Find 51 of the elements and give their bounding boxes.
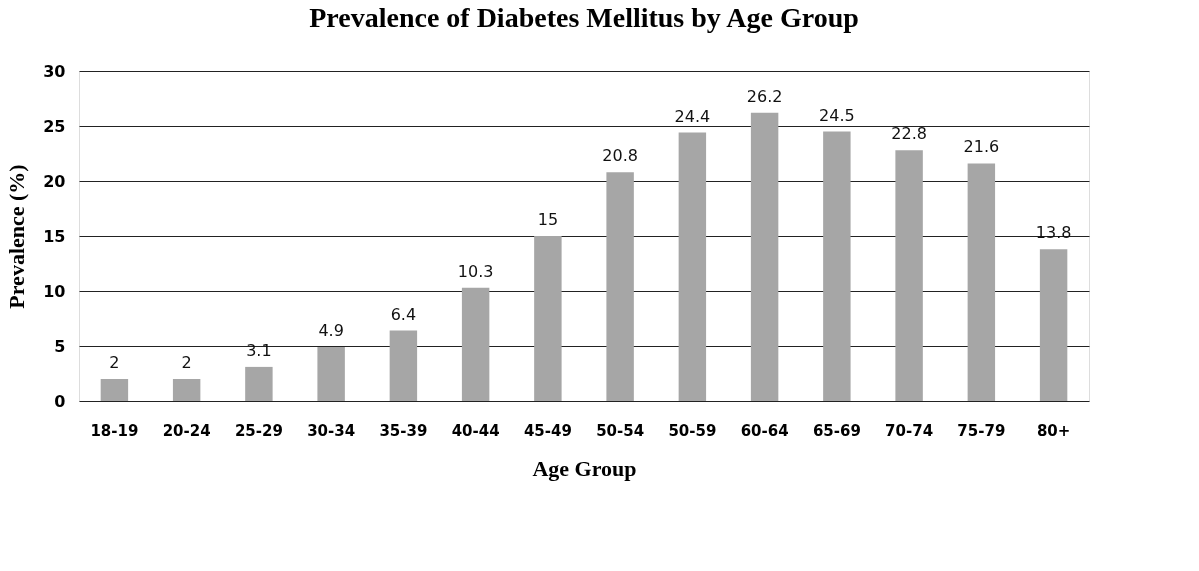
y-tick-label: 30 [43, 61, 66, 81]
x-tick-label: 40-44 [451, 421, 500, 440]
data-label: 10.3 [457, 261, 494, 281]
bar [317, 347, 345, 401]
bar [750, 112, 779, 401]
bar [534, 236, 562, 401]
x-tick-label: 50-54 [596, 421, 645, 440]
x-tick-label: 25-29 [234, 421, 283, 440]
chart-title: Prevalence of Diabetes Mellitus by Age Group [309, 2, 859, 33]
data-label: 2 [181, 353, 192, 372]
x-tick-label: 60-64 [740, 421, 789, 440]
x-tick-label: 18-19 [90, 421, 139, 440]
data-label: 4.9 [318, 321, 344, 341]
data-label: 26.2 [746, 86, 783, 106]
x-tick-label: 75-79 [957, 421, 1006, 440]
x-tick-label: 70-74 [885, 421, 934, 440]
x-tick-label: 20-24 [162, 421, 211, 440]
data-label: 22.8 [891, 124, 927, 144]
x-tick-label: 35-39 [379, 421, 428, 440]
x-tick-label: 30-34 [307, 421, 356, 440]
x-tick-label: 50-59 [668, 421, 717, 440]
x-tick-label: 45-49 [523, 421, 572, 440]
data-label: 3.1 [246, 340, 272, 360]
bar [895, 150, 923, 401]
bar [967, 163, 996, 401]
bar [678, 132, 707, 401]
bar [100, 379, 129, 401]
bar [461, 287, 490, 401]
y-tick-label: 0 [54, 391, 66, 411]
data-label: 21.6 [963, 137, 1000, 157]
y-tick-label: 20 [43, 171, 66, 191]
y-tick-label: 15 [43, 226, 66, 246]
data-label: 6.4 [390, 304, 417, 324]
x-tick-label: 80+ [1036, 421, 1071, 440]
y-axis-title: Prevalence (%) [4, 164, 30, 309]
bar [172, 379, 201, 401]
y-tick-label: 25 [43, 116, 66, 136]
y-tick-label: 5 [54, 336, 66, 356]
x-tick-label: 65-69 [812, 421, 861, 440]
bar [823, 131, 851, 401]
data-label: 24.5 [819, 105, 855, 125]
data-label: 15 [537, 210, 559, 229]
x-axis-title: Age Group [532, 455, 637, 481]
bar [606, 172, 634, 401]
data-label: 24.4 [674, 106, 711, 126]
bar [1039, 249, 1068, 401]
bar [245, 366, 273, 401]
bar [389, 330, 418, 401]
y-tick-label: 10 [43, 281, 66, 301]
data-label: 2 [109, 353, 120, 372]
data-label: 20.8 [602, 146, 638, 166]
